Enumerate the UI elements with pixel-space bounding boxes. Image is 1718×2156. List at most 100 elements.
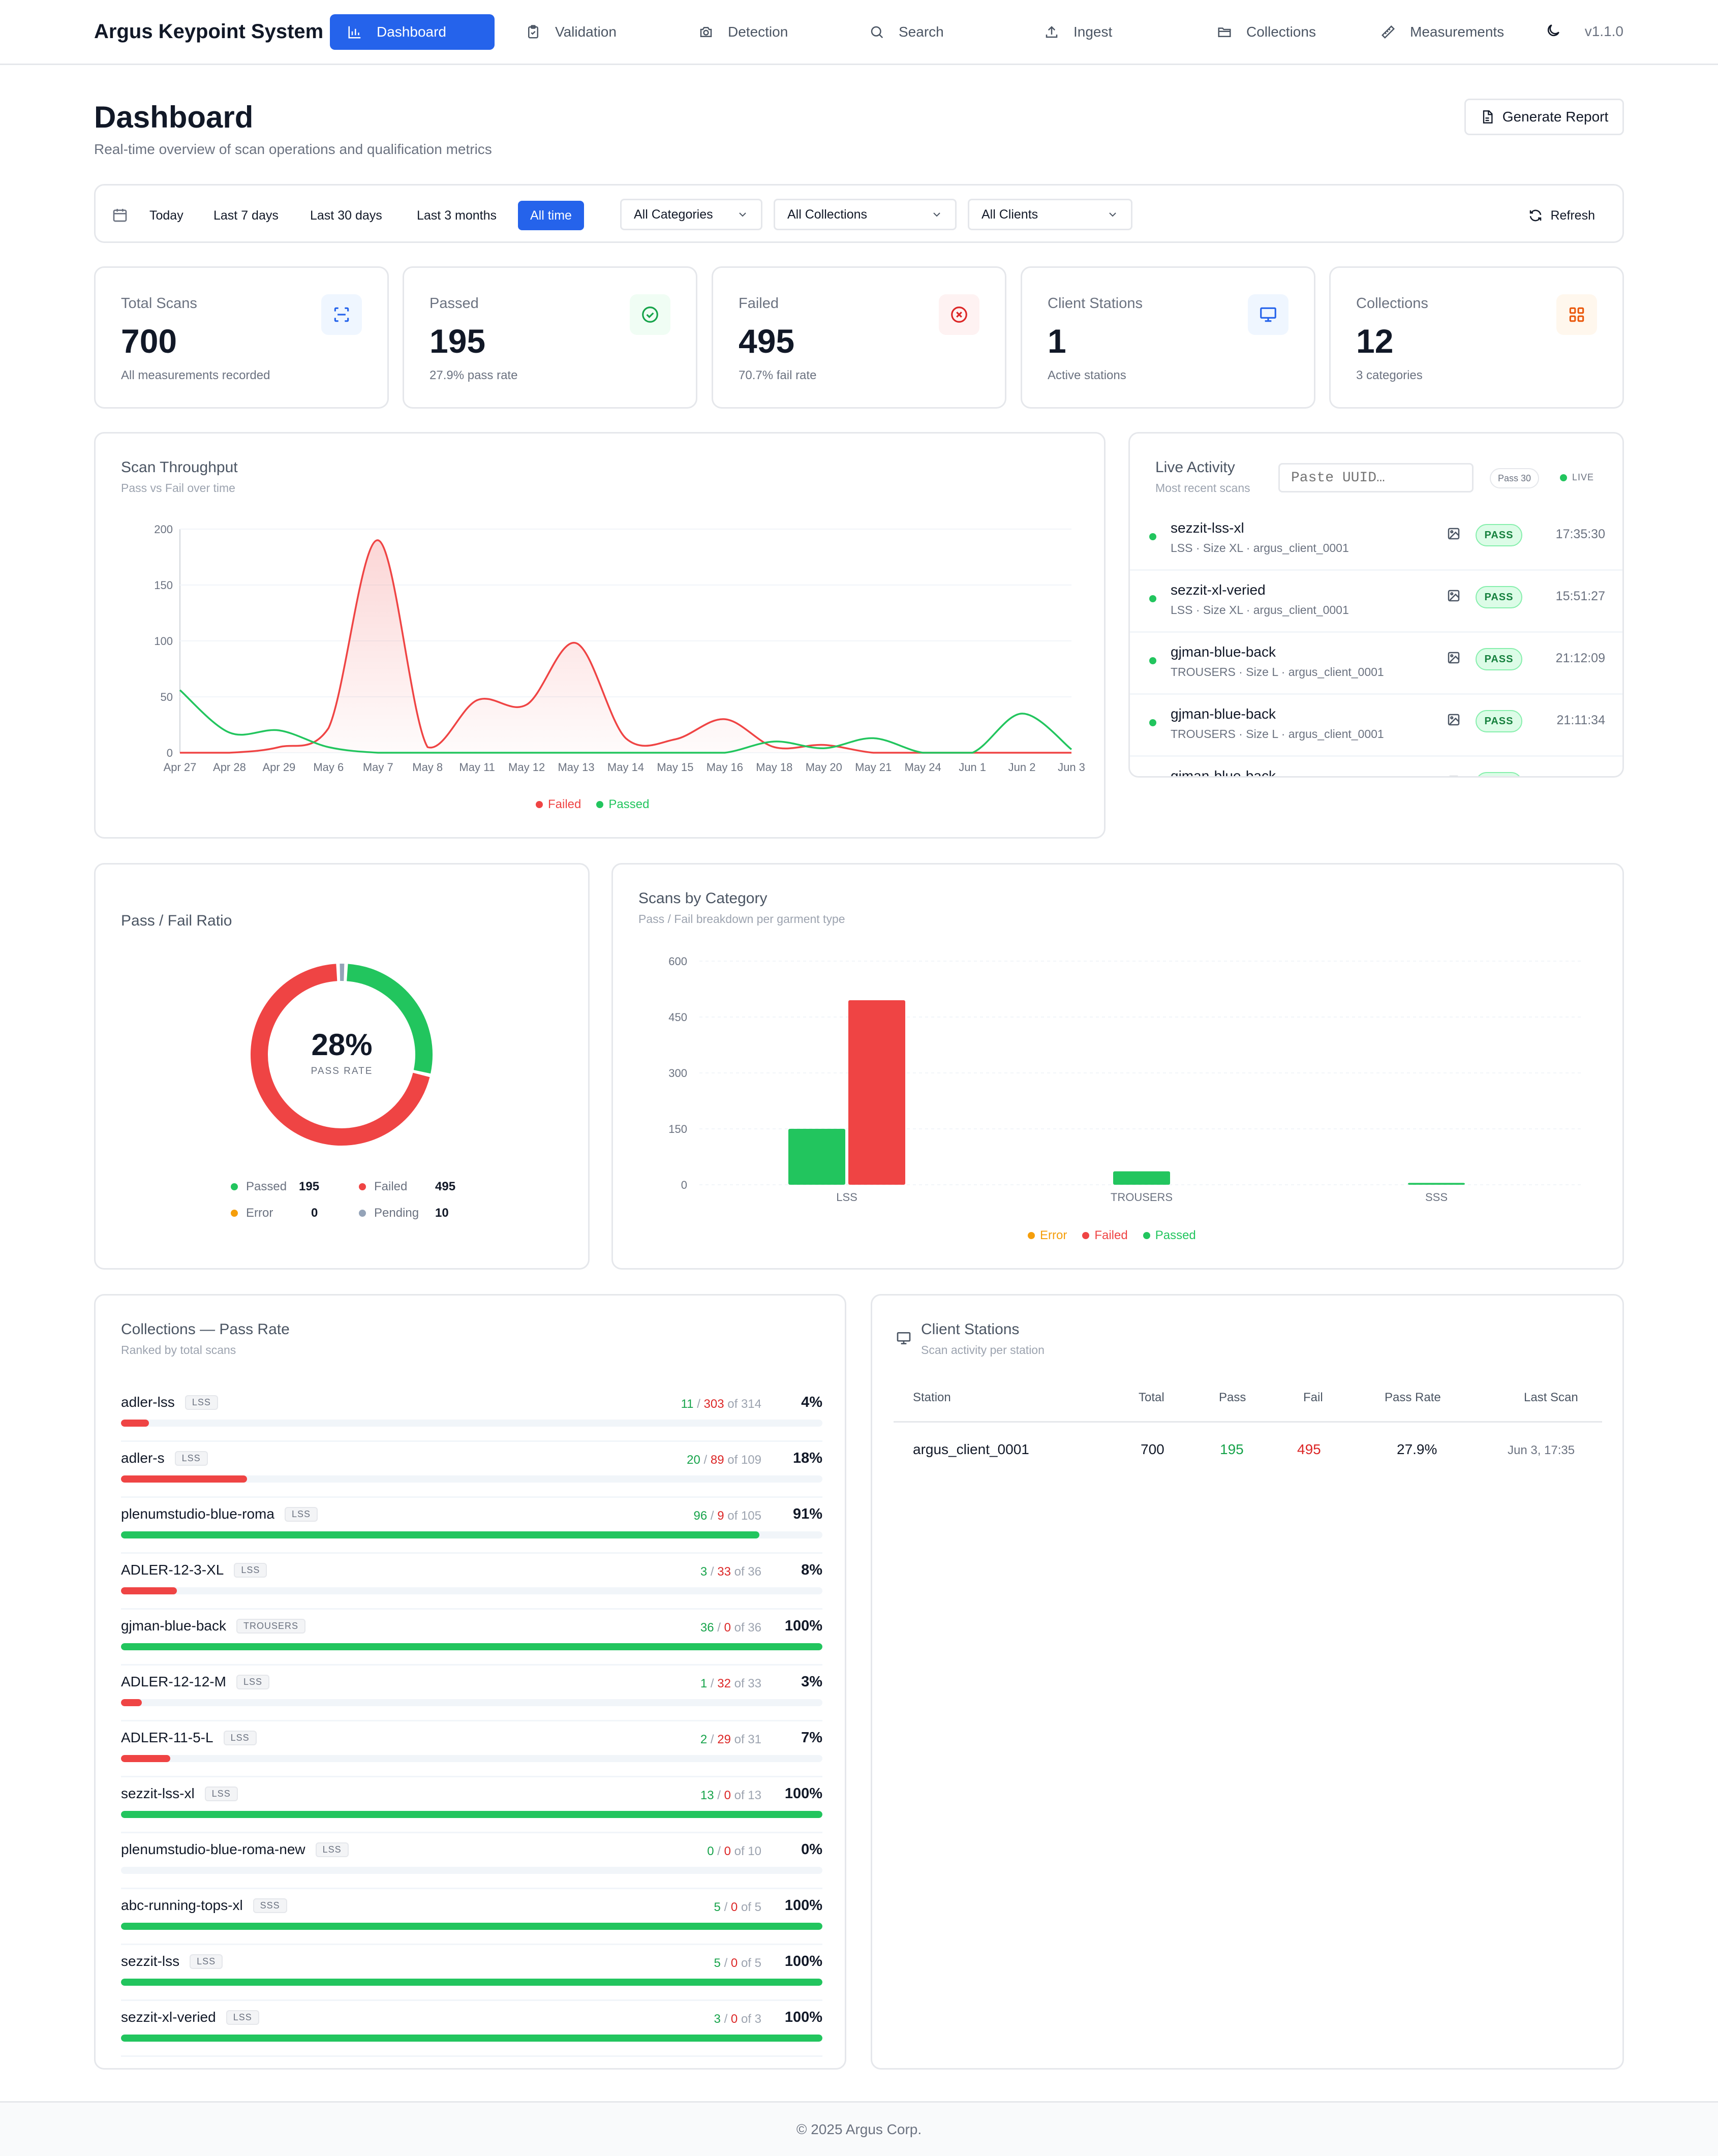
- pass-rate-bar-fill: [121, 1811, 822, 1818]
- legend-passed: Passed: [1143, 1228, 1196, 1243]
- col-header-pass[interactable]: Pass: [1219, 1391, 1246, 1404]
- nav-label: Search: [899, 24, 944, 40]
- pass-rate-bar: [121, 1811, 822, 1818]
- stat-sub: 70.7% fail rate: [739, 368, 817, 382]
- moon-icon[interactable]: [1545, 22, 1561, 39]
- status-dot-icon: [1149, 657, 1156, 664]
- collection-row[interactable]: abc-running-tops-xl SSS 5 / 0 of 5 100%: [121, 1889, 822, 1945]
- nav-dashboard[interactable]: Dashboard: [330, 14, 495, 50]
- collection-pass-rate: 8%: [801, 1562, 822, 1578]
- stat-value: 195: [429, 322, 486, 360]
- collection-row[interactable]: sezzit-lss-xl LSS 13 / 0 of 13 100%: [121, 1777, 822, 1833]
- category-select[interactable]: All Categories: [620, 199, 762, 230]
- activity-time: 15:51:27: [1555, 589, 1605, 603]
- collection-pass-rate: 100%: [784, 1897, 822, 1914]
- col-header-pass-rate[interactable]: Pass Rate: [1385, 1391, 1441, 1404]
- bar-passed: [1113, 1171, 1170, 1185]
- collection-select-value: All Collections: [787, 207, 868, 222]
- generate-report-button[interactable]: Generate Report: [1464, 99, 1624, 135]
- col-header-station[interactable]: Station: [913, 1391, 951, 1404]
- category-tag: LSS: [185, 1395, 218, 1410]
- image-icon[interactable]: [1446, 774, 1461, 778]
- collection-row[interactable]: sezzit-lss LSS 5 / 0 of 5 100%: [121, 1945, 822, 2001]
- x-tick-label: LSS: [836, 1191, 857, 1204]
- collection-pass-rate: 100%: [784, 2009, 822, 2025]
- nav-detection[interactable]: Detection: [681, 14, 805, 50]
- pass-rate-bar-fill: [121, 1643, 822, 1650]
- collection-pass-rate: 4%: [801, 1394, 822, 1410]
- image-icon[interactable]: [1446, 650, 1461, 665]
- activity-item[interactable]: sezzit-lss-xl LSS · Size XL · argus_clien…: [1130, 509, 1622, 571]
- collection-row[interactable]: adler-s LSS 20 / 89 of 109 18%: [121, 1442, 822, 1498]
- stat-value: 1: [1048, 322, 1066, 360]
- donut-center-label: PASS RATE: [311, 1066, 373, 1076]
- collection-row[interactable]: gjman-blue-back TROUSERS 36 / 0 of 36 100%: [121, 1610, 822, 1666]
- col-header-fail[interactable]: Fail: [1303, 1391, 1323, 1404]
- collection-pass-rate: 7%: [801, 1730, 822, 1746]
- live-dot-icon: [1560, 474, 1567, 481]
- collection-counts: 5 / 0 of 5: [714, 1900, 761, 1914]
- range-today[interactable]: Today: [149, 208, 183, 223]
- collection-row[interactable]: sezzit-xl-veried LSS 3 / 0 of 3 100%: [121, 2001, 822, 2057]
- ratio-legend: Passed 195 Failed 495 Error 0 Pending 10: [231, 1180, 470, 1230]
- range-last-7-days[interactable]: Last 7 days: [213, 208, 279, 223]
- activity-item[interactable]: gjman-blue-back TROUSERS · Size L · argus…: [1130, 633, 1622, 695]
- refresh-button[interactable]: Refresh: [1528, 201, 1595, 230]
- collection-counts: 36 / 0 of 36: [700, 1621, 761, 1635]
- y-tick-label: 450: [668, 1011, 687, 1024]
- collection-counts: 5 / 0 of 5: [714, 1956, 761, 1970]
- status-badge: PASS: [1476, 648, 1522, 670]
- pass-rate-bar: [121, 1587, 822, 1594]
- legend-failed: Failed: [536, 797, 581, 812]
- bar-passed: [788, 1129, 845, 1185]
- collection-row[interactable]: plenumstudio-blue-roma-new LSS 0 / 0 of 10…: [121, 1833, 822, 1889]
- card-subtitle: Pass vs Fail over time: [121, 481, 235, 495]
- scan-throughput-card: Scan Throughput Pass vs Fail over time 0…: [94, 432, 1106, 839]
- status-badge: PASS: [1476, 524, 1522, 546]
- range-last-3-months[interactable]: Last 3 months: [417, 208, 497, 223]
- pass-rate-bar-fill: [121, 1699, 142, 1706]
- nav-ingest[interactable]: Ingest: [1027, 14, 1129, 50]
- collection-row[interactable]: ADLER-12-3-XL LSS 3 / 33 of 36 8%: [121, 1554, 822, 1610]
- pass-rate-bar: [121, 1867, 822, 1874]
- collection-row[interactable]: adler-lss LSS 11 / 303 of 314 4%: [121, 1386, 822, 1442]
- image-icon[interactable]: [1446, 526, 1461, 541]
- collection-pass-rate: 91%: [792, 1506, 822, 1522]
- station-fail: 495: [1297, 1441, 1321, 1457]
- y-tick-label: 600: [668, 955, 687, 968]
- search-icon: [871, 26, 883, 39]
- card-title: Collections — Pass Rate: [121, 1321, 290, 1338]
- nav-collections[interactable]: Collections: [1200, 14, 1333, 50]
- version-label: v1.1.0: [1584, 23, 1623, 39]
- activity-meta: TROUSERS · Size L · argus_client_0001: [1171, 665, 1384, 679]
- collection-select[interactable]: All Collections: [774, 199, 957, 230]
- uuid-input[interactable]: [1278, 463, 1474, 492]
- app-title: Argus Keypoint System: [94, 20, 324, 43]
- nav-validation[interactable]: Validation: [508, 14, 634, 50]
- activity-item[interactable]: gjman-blue-back TROUSERS · Size L · argus…: [1130, 695, 1622, 757]
- collection-row[interactable]: ADLER-12-12-M LSS 1 / 32 of 33 3%: [121, 1666, 822, 1721]
- activity-item[interactable]: sezzit-xl-veried LSS · Size XL · argus_cl…: [1130, 571, 1622, 633]
- collection-name: sezzit-xl-veried LSS: [121, 2009, 259, 2025]
- card-title: Live Activity: [1155, 459, 1235, 476]
- image-icon[interactable]: [1446, 588, 1461, 603]
- card-subtitle: Scan activity per station: [921, 1343, 1045, 1357]
- col-header-total[interactable]: Total: [1139, 1391, 1164, 1404]
- collection-row[interactable]: ADLER-11-5-L LSS 2 / 29 of 31 7%: [121, 1721, 822, 1777]
- activity-item[interactable]: gjman-blue-back PASS: [1130, 757, 1622, 778]
- nav-measurements[interactable]: Measurements: [1363, 14, 1521, 50]
- collection-row[interactable]: plenumstudio-blue-roma LSS 96 / 9 of 105 91…: [121, 1498, 822, 1554]
- stat-label: Collections: [1356, 295, 1428, 312]
- client-select[interactable]: All Clients: [968, 199, 1132, 230]
- nav-label: Collections: [1246, 24, 1316, 40]
- stat-card-failed: Failed 495 70.7% fail rate: [712, 266, 1006, 409]
- image-icon[interactable]: [1446, 712, 1461, 727]
- range-last-30-days[interactable]: Last 30 days: [310, 208, 382, 223]
- range-all-time[interactable]: All time: [518, 201, 584, 230]
- activity-name: sezzit-lss-xl: [1171, 520, 1244, 536]
- category-bar-chart: 0 150 300 450 600 LSS TROUSERS SSS: [668, 955, 1584, 1204]
- activity-meta: LSS · Size XL · argus_client_0001: [1171, 541, 1349, 555]
- col-header-last-scan[interactable]: Last Scan: [1524, 1391, 1578, 1404]
- nav-search[interactable]: Search: [852, 14, 961, 50]
- stat-value: 12: [1356, 322, 1394, 360]
